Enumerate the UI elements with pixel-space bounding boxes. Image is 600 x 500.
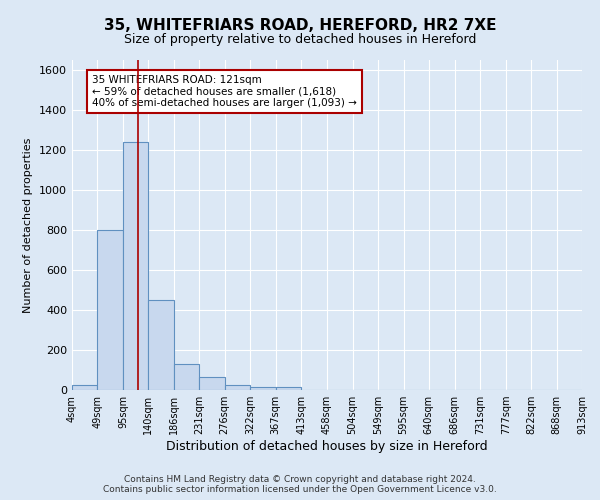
Bar	[224, 385, 250, 390]
Bar	[199, 377, 224, 390]
X-axis label: Distribution of detached houses by size in Hereford: Distribution of detached houses by size …	[166, 440, 488, 453]
Text: Size of property relative to detached houses in Hereford: Size of property relative to detached ho…	[124, 32, 476, 46]
Bar	[97, 230, 123, 390]
Bar	[72, 385, 97, 390]
Bar	[148, 300, 174, 390]
Bar	[250, 387, 275, 390]
Bar	[174, 364, 199, 390]
Y-axis label: Number of detached properties: Number of detached properties	[23, 138, 34, 312]
Text: 35 WHITEFRIARS ROAD: 121sqm
← 59% of detached houses are smaller (1,618)
40% of : 35 WHITEFRIARS ROAD: 121sqm ← 59% of det…	[92, 75, 357, 108]
Text: 35, WHITEFRIARS ROAD, HEREFORD, HR2 7XE: 35, WHITEFRIARS ROAD, HEREFORD, HR2 7XE	[104, 18, 496, 32]
Bar	[275, 387, 301, 390]
Text: Contains HM Land Registry data © Crown copyright and database right 2024.
Contai: Contains HM Land Registry data © Crown c…	[103, 474, 497, 494]
Bar	[123, 142, 148, 390]
